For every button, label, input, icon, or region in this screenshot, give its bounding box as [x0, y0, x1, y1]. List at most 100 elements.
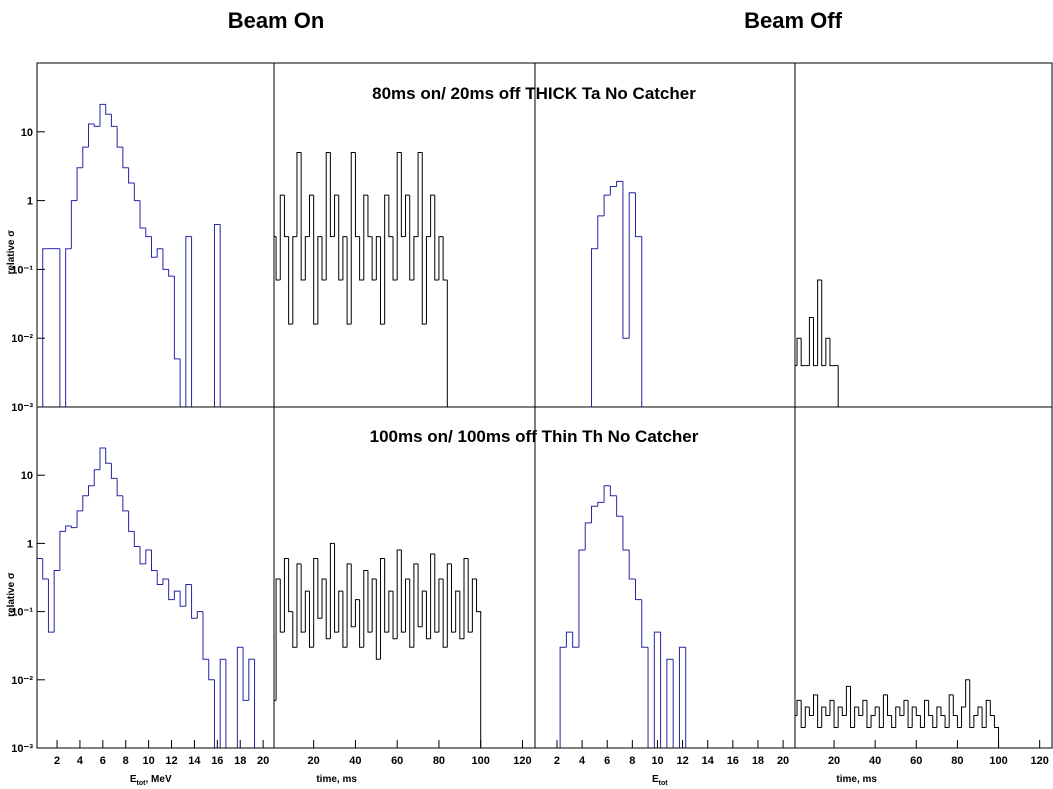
histogram-bin	[565, 631, 573, 648]
column-header: Beam On	[228, 8, 325, 33]
histogram-bin	[813, 694, 818, 716]
histogram-bin	[672, 659, 680, 748]
histogram-bin	[292, 236, 297, 325]
histogram-bin	[342, 591, 348, 648]
histogram-bin	[88, 123, 95, 148]
x-axis-label: Etot	[652, 774, 668, 787]
histogram-bin	[213, 223, 221, 407]
histogram-bin	[133, 531, 141, 548]
histogram-bin	[236, 646, 244, 748]
histogram-bin	[882, 694, 888, 728]
histogram-bin	[622, 516, 630, 551]
histogram-bin	[254, 659, 261, 748]
x-tick-label: 12	[165, 755, 177, 767]
histogram-bin	[300, 563, 306, 633]
histogram-bin	[274, 236, 277, 238]
histogram-bin	[559, 646, 567, 748]
histogram-bin	[300, 152, 306, 281]
histogram-bin	[628, 550, 636, 580]
histogram-bin	[808, 316, 814, 366]
histogram-bin	[476, 579, 482, 748]
histogram-bin	[379, 558, 385, 660]
histogram-bin	[641, 236, 649, 407]
histogram-bin	[666, 658, 674, 748]
histogram-bin	[956, 715, 962, 728]
histogram	[795, 679, 1000, 748]
histogram-bin	[622, 181, 630, 339]
histogram-bin	[354, 599, 360, 627]
histogram-bin	[467, 558, 473, 633]
histogram-bin	[948, 694, 954, 728]
histogram-bin	[99, 447, 106, 470]
histogram-bin	[179, 358, 186, 407]
histogram-bin	[821, 706, 826, 728]
histogram-bin	[616, 495, 623, 517]
histogram-bin	[400, 152, 406, 238]
histogram-bin	[989, 700, 995, 716]
histogram-bin	[288, 236, 293, 325]
histogram-bin	[952, 694, 958, 716]
x-tick-label: 60	[391, 755, 403, 767]
histogram-bin	[379, 236, 385, 325]
histogram-bin	[878, 706, 884, 728]
histogram-bin	[202, 611, 209, 660]
histogram-bin	[313, 195, 318, 325]
histogram-bin	[977, 706, 983, 716]
x-tick-label: 20	[777, 755, 789, 767]
panel-frame	[36, 62, 275, 408]
histogram-bin	[817, 279, 822, 366]
histogram-bin	[940, 706, 946, 716]
histogram	[37, 447, 272, 748]
x-axis-label: Etot, MeV	[130, 774, 172, 787]
histogram-bin	[396, 152, 402, 281]
histogram-bin	[59, 248, 66, 407]
histogram-bin	[634, 192, 642, 238]
histogram-bin	[911, 706, 917, 728]
x-tick-label: 8	[123, 755, 129, 767]
panel-frame	[36, 406, 275, 749]
histogram-bin	[392, 236, 398, 281]
row-title: 100ms on/ 100ms off Thin Th No Catcher	[370, 427, 699, 446]
x-tick-label: 2	[554, 755, 560, 767]
y-tick-label: 1	[27, 196, 33, 208]
histogram-bin	[116, 126, 123, 148]
histogram-bin	[985, 699, 991, 728]
histogram	[274, 152, 481, 407]
x-tick-label: 14	[702, 755, 715, 767]
y-tick-label: 10⁻²	[11, 333, 33, 345]
histogram	[274, 542, 482, 748]
histogram-bin	[870, 714, 876, 728]
x-axis-label-part: E	[130, 774, 137, 785]
x-tick-label: 16	[211, 755, 223, 767]
histogram-bin	[185, 236, 192, 407]
histogram-bin	[116, 478, 123, 497]
histogram-bin	[647, 647, 655, 748]
histogram-bin	[572, 632, 579, 648]
histogram-bin	[442, 579, 448, 648]
histogram-bin	[891, 715, 896, 728]
histogram-bin	[388, 195, 394, 238]
histogram-bin	[168, 269, 175, 277]
histogram-bin	[338, 590, 343, 633]
histogram-bin	[944, 715, 950, 728]
x-axis-label: time, ms	[316, 774, 357, 785]
histogram-bin	[150, 550, 158, 572]
histogram-bin	[213, 679, 221, 748]
histogram-bin	[173, 590, 181, 600]
histogram-bin	[329, 542, 335, 639]
x-axis-label: time, ms	[836, 774, 877, 785]
histogram-bin	[450, 563, 456, 633]
y-tick-label: 10	[21, 127, 33, 139]
histogram-bin	[442, 236, 448, 281]
histogram-bin	[973, 714, 978, 728]
histogram-bin	[37, 558, 43, 748]
histogram-bin	[350, 563, 356, 628]
histogram-bin	[105, 448, 112, 464]
histogram-bin	[329, 152, 335, 238]
histogram-bin	[603, 194, 611, 216]
histogram-bin	[110, 114, 118, 127]
histogram-bin	[685, 647, 693, 748]
histogram-bin	[430, 553, 435, 639]
histogram-bin	[421, 590, 427, 627]
